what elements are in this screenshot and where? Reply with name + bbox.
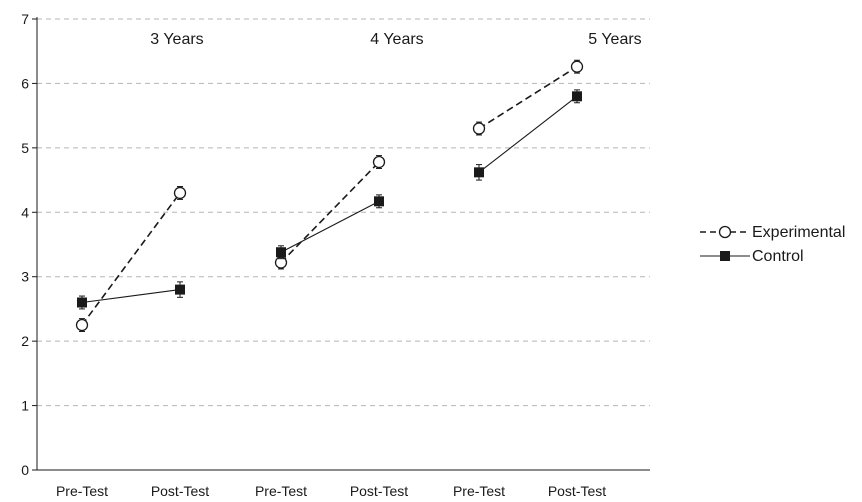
y-tick-label: 4 [21,204,29,220]
x-tick-label: Post-Test [350,483,408,499]
series-line-experimental [81,192,181,326]
legend-label: Experimental [752,224,845,241]
axes [32,17,650,471]
data-point-control [720,251,730,261]
series-line-control [478,95,578,173]
series-experimental [75,59,584,332]
legend-item-control: Control [700,248,804,265]
y-tick-label: 3 [21,269,29,285]
data-point-experimental [472,122,486,135]
group-label: 5 Years [588,31,641,48]
legend-label: Control [752,248,804,265]
data-point-experimental [718,225,732,239]
series-control [77,89,582,310]
data-point-control [374,196,384,207]
labels: 0 1 2 3 4 5 6 7 Pre-Test Post-Test Pre-Test Post-Te… [21,11,641,499]
legend: Experimental Control [700,224,845,265]
data-point-control [572,91,582,102]
x-tick-label: Post-Test [548,483,606,499]
group-label: 3 Years [150,31,203,48]
series-line-experimental [478,66,578,130]
y-tick-label: 2 [21,333,29,349]
series-line-control [81,289,181,304]
series-line-control [280,200,380,253]
x-tick-label: Pre-Test [255,483,307,499]
y-tick-label: 6 [21,75,29,91]
y-tick-label: 5 [21,140,29,156]
data-point-experimental [75,318,89,332]
series [75,59,584,332]
data-point-control [474,167,484,178]
data-point-experimental [570,60,584,73]
x-tick-label: Pre-Test [453,483,505,499]
data-point-control [276,247,286,258]
y-tick-label: 1 [21,398,29,414]
grid [37,18,650,407]
data-point-experimental [372,155,386,169]
data-point-control [175,284,185,295]
legend-item-experimental: Experimental [700,224,845,241]
y-tick-label: 7 [21,11,29,27]
data-point-experimental [173,186,187,200]
y-tick-label: 0 [21,462,29,478]
group-label: 4 Years [370,31,423,48]
data-point-control [77,297,87,308]
series-line-experimental [280,161,380,264]
x-tick-label: Post-Test [151,483,209,499]
x-tick-label: Pre-Test [56,483,108,499]
